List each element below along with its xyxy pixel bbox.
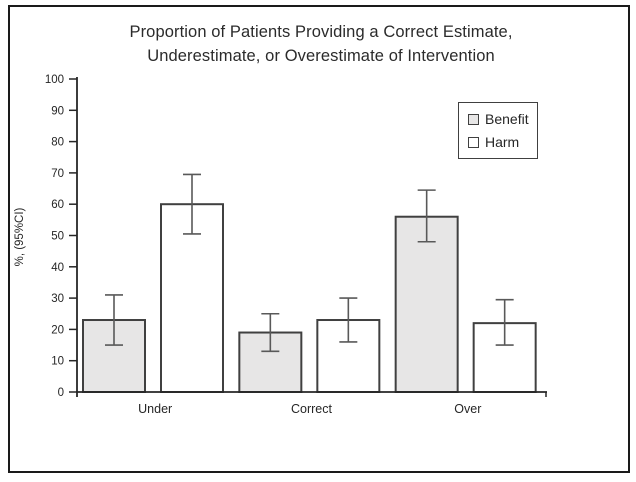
y-tick-label: 30 [51,293,64,305]
error-bar-benefit-correct [261,312,280,353]
legend-entry-harm: Harm [468,134,537,150]
chart-frame: Proportion of Patients Providing a Corre… [8,5,630,473]
x-label-over: Over [454,402,481,416]
x-label-correct: Correct [291,402,333,416]
error-bars-layer [105,173,514,353]
harm-swatch-icon [468,136,479,148]
x-label-under: Under [138,402,172,416]
error-bar-benefit-over [417,189,436,243]
benefit-swatch-icon [468,113,479,125]
axis-labels-layer: 0 10 20 30 40 50 60 70 80 90 100 Under Correct Over [45,74,482,416]
error-bar-harm-correct [339,297,358,343]
legend-entry-benefit: Benefit [468,111,537,127]
y-tick-label: 40 [51,262,64,274]
bar-chart-plot: 0 10 20 30 40 50 60 70 80 90 100 Under Correct Over [45,74,547,416]
bar-benefit-over [394,215,459,393]
chart-title-line1: Proportion of Patients Providing a Corre… [129,23,513,41]
error-bar-harm-under [183,173,201,235]
legend: Benefit Harm [458,102,538,159]
y-tick-label: 80 [51,137,64,149]
bar-harm-under [160,203,224,393]
error-bar-harm-over [495,298,514,346]
error-bar-benefit-under [105,294,123,346]
y-tick-label: 10 [51,356,64,368]
y-tick-label: 70 [51,168,64,180]
bars-layer [82,203,537,394]
y-tick-label: 0 [58,387,64,399]
chart-title-line2: Underestimate, or Overestimate of Interv… [147,47,495,65]
y-tick-label: 60 [51,199,64,211]
legend-label-harm: Harm [485,134,520,150]
y-tick-label: 90 [51,105,64,117]
y-tick-label: 100 [45,74,64,86]
axes-layer [69,77,547,397]
legend-label-benefit: Benefit [485,111,529,127]
y-tick-label: 50 [51,231,64,243]
chart-title: Proportion of Patients Providing a Corre… [10,20,632,68]
y-tick-label: 20 [51,324,64,336]
